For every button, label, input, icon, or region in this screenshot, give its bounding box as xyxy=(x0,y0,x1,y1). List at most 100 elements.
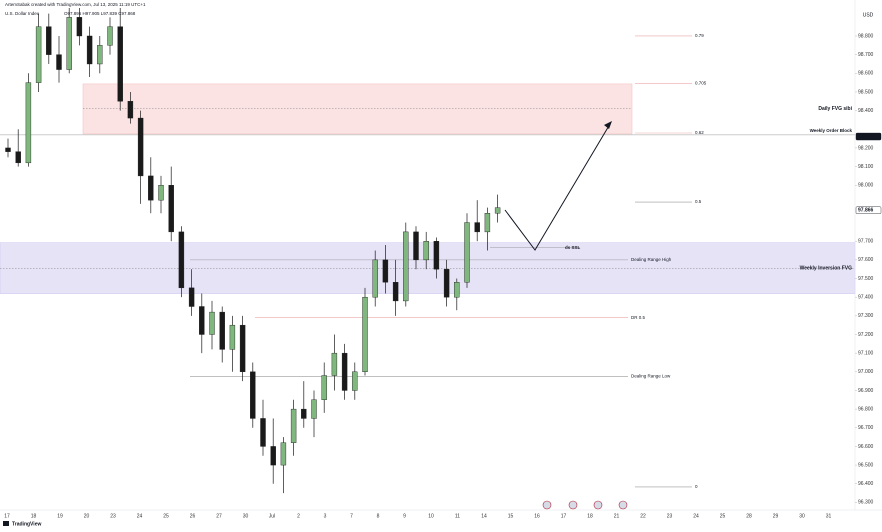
candle-body xyxy=(209,311,215,335)
candle-body xyxy=(413,231,419,261)
x-tick-label: 18 xyxy=(587,513,593,519)
y-tick-label: 96.300 xyxy=(858,500,874,506)
axes: 96.300 96.400 96.500 96.600 96.700 96.800 96.9… xyxy=(4,33,882,519)
y-tick-label: 97.700 xyxy=(858,239,874,245)
candle-body xyxy=(127,101,134,119)
candle-body xyxy=(239,324,246,373)
y-tick-label: 98.700 xyxy=(858,52,874,58)
candle-body xyxy=(56,54,62,70)
candle-body xyxy=(494,207,501,214)
x-tick-label: 28 xyxy=(746,513,752,519)
x-tick-label: 30 xyxy=(799,513,805,519)
x-tick-label: 27 xyxy=(216,513,222,519)
arrow-head xyxy=(604,121,612,129)
candle-body xyxy=(301,408,307,419)
y-tick-label: 96.800 xyxy=(858,406,874,412)
level-label: 0 xyxy=(695,484,698,489)
x-tick-label: 17 xyxy=(561,513,567,519)
x-tick-label: 10 xyxy=(428,513,434,519)
candle-body xyxy=(372,259,378,298)
x-tick-label: 2 xyxy=(297,513,300,519)
x-tick-label: 11 xyxy=(455,513,460,519)
candle-body xyxy=(158,185,164,201)
level-label: 0.705 xyxy=(695,81,707,86)
x-tick-label: 3 xyxy=(324,513,327,519)
level-label: ds SSL xyxy=(565,245,581,250)
x-tick-label: 16 xyxy=(534,513,540,519)
candle-body xyxy=(117,26,123,102)
candle-body xyxy=(280,442,287,466)
candle-body xyxy=(331,352,338,376)
y-tick-label: 96.600 xyxy=(858,444,874,450)
candle-body xyxy=(250,371,256,419)
x-tick-label: 25 xyxy=(163,513,169,519)
currency: USD xyxy=(863,12,874,18)
y-tick-label: 97.400 xyxy=(858,295,874,301)
candle-body xyxy=(362,296,368,373)
level-label: Dealing Range High xyxy=(631,257,672,262)
price-pill-label: 98.261 xyxy=(858,134,874,140)
level-label: Dealing Range Low xyxy=(631,374,671,379)
price-pill xyxy=(855,206,882,214)
x-tick-label: 23 xyxy=(110,513,116,519)
candle-body xyxy=(464,222,470,283)
x-tick-label: 18 xyxy=(31,513,37,519)
x-tick-label: 14 xyxy=(481,513,487,519)
candles xyxy=(5,8,501,494)
candle-body xyxy=(219,311,225,350)
x-tick-label: 30 xyxy=(243,513,249,519)
candle-body xyxy=(76,17,83,37)
level-label: 0.79 xyxy=(695,33,704,38)
level-label: DR 0.5 xyxy=(631,315,646,320)
x-tick-label: 17 xyxy=(4,513,10,519)
candle-body xyxy=(484,213,491,233)
event-icon xyxy=(568,500,578,510)
zone-label: Daily FVG sibi xyxy=(818,106,852,112)
candle-body xyxy=(66,17,72,70)
symbol-title: U.S. Dollar Index xyxy=(5,11,40,16)
x-tick-label: 9 xyxy=(403,513,406,519)
ohlc-text: O97.896 H97.905 L97.839 C97.868 xyxy=(64,11,136,16)
price-pill-label: 97.866 xyxy=(858,208,874,214)
y-tick-label: 98.100 xyxy=(858,164,874,170)
candle-body xyxy=(321,375,327,400)
y-tick-label: 97.300 xyxy=(858,313,874,319)
candle-body xyxy=(107,26,113,46)
brand: TradingView xyxy=(12,521,41,527)
candle-body xyxy=(15,151,21,164)
y-tick-label: 98.200 xyxy=(858,145,874,151)
y-tick-label: 96.900 xyxy=(858,388,874,394)
y-tick-label: 97.200 xyxy=(858,332,874,338)
event-icon xyxy=(542,500,552,510)
zone-label: Weekly Inversion FVG xyxy=(800,266,853,272)
candle-body xyxy=(311,399,317,419)
candle-body xyxy=(5,147,11,152)
candle-body xyxy=(290,408,297,443)
candle-body xyxy=(423,241,429,261)
y-tick-label: 97.500 xyxy=(858,276,874,282)
candle-body xyxy=(148,175,154,201)
credit: ArtemSabak created with TradingView.com,… xyxy=(5,2,146,7)
x-tick-label: 19 xyxy=(57,513,63,519)
x-tick-label: 29 xyxy=(773,513,779,519)
x-tick-label: 22 xyxy=(640,513,646,519)
projection-path xyxy=(504,123,611,251)
candle-body xyxy=(137,117,144,177)
brand-logo xyxy=(3,521,9,526)
candle-body xyxy=(443,268,450,298)
x-tick-label: 7 xyxy=(350,513,353,519)
x-tick-label: 15 xyxy=(508,513,514,519)
candle-body xyxy=(86,35,93,65)
x-tick-label: 26 xyxy=(190,513,196,519)
candle-body xyxy=(25,82,32,164)
candle-body xyxy=(97,45,103,65)
y-tick-label: 96.500 xyxy=(858,462,874,468)
x-tick-label: 24 xyxy=(137,513,143,519)
y-tick-label: 96.700 xyxy=(858,425,874,431)
x-tick-label: 24 xyxy=(693,513,699,519)
y-tick-label: 98.600 xyxy=(858,71,874,77)
candle-body xyxy=(188,287,195,307)
x-tick-label: 31 xyxy=(826,513,832,519)
candle-body xyxy=(229,324,236,350)
